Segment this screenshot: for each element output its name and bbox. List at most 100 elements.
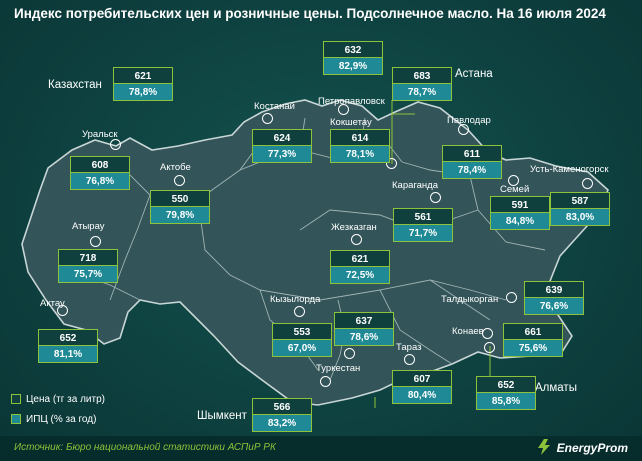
price-value: 587 — [550, 192, 610, 209]
cpi-value: 78,6% — [334, 329, 394, 346]
cpi-value: 82,9% — [323, 58, 383, 75]
pin-ust-kamenogorsk — [582, 178, 593, 189]
badge-karaganda: 561 71,7% — [393, 208, 453, 242]
price-value: 566 — [252, 398, 312, 415]
cpi-value: 76,8% — [70, 173, 130, 190]
cpi-value: 83,2% — [252, 415, 312, 432]
price-value: 632 — [323, 41, 383, 58]
city-name-karaganda: Караганда — [392, 180, 438, 191]
cpi-value: 84,8% — [490, 213, 550, 230]
pin-karaganda — [430, 192, 441, 203]
cpi-value: 77,3% — [252, 146, 312, 163]
price-value: 621 — [330, 250, 390, 267]
badge-kyzylorda: 553 67,0% — [272, 323, 332, 357]
badge-shymkent: 566 83,2% — [252, 398, 312, 432]
cpi-value: 83,0% — [550, 209, 610, 226]
pin-turkestan — [344, 348, 355, 359]
city-name-ust-kamenogorsk: Усть-Каменогорск — [530, 164, 609, 175]
legend-cpi: ИПЦ (% за год) — [11, 414, 96, 425]
city-name-almaty: Алматы — [535, 382, 577, 394]
price-value: 591 — [490, 196, 550, 213]
brand-name: EnergyProm — [556, 441, 628, 455]
price-value: 661 — [503, 323, 563, 340]
city-name-pavlodar: Павлодар — [447, 115, 491, 126]
city-name-shymkent: Шымкент — [197, 410, 247, 422]
city-name-kyzylorda: Кызылорда — [270, 294, 321, 305]
price-value: 614 — [330, 129, 390, 146]
pin-almaty — [484, 342, 495, 353]
badge-pavlodar: 611 78,4% — [442, 145, 502, 179]
city-name-taldykorgan: Талдыкорган — [441, 294, 499, 305]
city-name-aktobe: Актобе — [160, 162, 191, 173]
badge-konaev: 661 75,6% — [503, 323, 563, 357]
legend-price-label: Цена (тг за литр) — [26, 394, 105, 405]
pin-semey — [508, 175, 519, 186]
price-value: 652 — [38, 329, 98, 346]
pin-kyzylorda — [294, 306, 305, 317]
badge-atyrau: 718 75,7% — [58, 249, 118, 283]
price-value: 607 — [392, 370, 452, 387]
price-value: 553 — [272, 323, 332, 340]
cpi-value: 76,6% — [524, 298, 584, 315]
source-text: Источник: Бюро национальной статистики А… — [14, 442, 276, 453]
city-name-kostanay: Костанай — [254, 101, 295, 112]
price-value: 652 — [476, 376, 536, 393]
cpi-value: 81,1% — [38, 346, 98, 363]
lightning-icon — [537, 439, 550, 455]
price-value: 639 — [524, 281, 584, 298]
pin-shymkent — [320, 376, 331, 387]
badge-taldykorgan: 639 76,6% — [524, 281, 584, 315]
cpi-value: 79,8% — [150, 207, 210, 224]
price-value: 683 — [392, 67, 452, 84]
city-name-taraz: Тараз — [396, 342, 422, 353]
legend-price: Цена (тг за литр) — [11, 394, 105, 405]
badge-kazakhstan: 621 78,8% — [113, 67, 173, 101]
badge-taraz: 607 80,4% — [392, 370, 452, 404]
price-value: 637 — [334, 312, 394, 329]
pin-konaev — [482, 328, 493, 339]
cpi-value: 75,6% — [503, 340, 563, 357]
badge-kokshetau: 614 78,1% — [330, 129, 390, 163]
cpi-value: 72,5% — [330, 267, 390, 284]
badge-semey: 591 84,8% — [490, 196, 550, 230]
legend-cpi-swatch — [11, 414, 21, 424]
cpi-value: 78,1% — [330, 146, 390, 163]
city-name-turkestan: Туркестан — [316, 363, 361, 374]
legend-cpi-label: ИПЦ (% за год) — [26, 414, 97, 425]
pin-kostanay — [262, 113, 273, 124]
badge-uralsk: 608 76,8% — [70, 156, 130, 190]
cpi-value: 71,7% — [393, 225, 453, 242]
price-value: 611 — [442, 145, 502, 162]
pin-pavlodar — [458, 124, 469, 135]
pin-taldykorgan — [506, 292, 517, 303]
badge-petropavlovsk: 632 82,9% — [323, 41, 383, 75]
cpi-value: 78,4% — [442, 162, 502, 179]
city-name-kokshetau: Кокшетау — [330, 117, 372, 128]
city-name-kazakhstan: Казахстан — [48, 79, 102, 91]
city-name-petropavlovsk: Петропавловск — [318, 96, 385, 107]
cpi-value: 85,8% — [476, 393, 536, 410]
pin-atyrau — [90, 236, 101, 247]
pin-uralsk — [110, 139, 121, 150]
footer: Источник: Бюро национальной статистики А… — [0, 436, 642, 461]
pin-aktobe — [174, 175, 185, 186]
page-title: Индекс потребительских цен и розничные ц… — [14, 6, 606, 21]
price-value: 608 — [70, 156, 130, 173]
city-name-atyrau: Атырау — [72, 221, 105, 232]
pin-zhezkazgan — [351, 234, 362, 245]
badge-kostanay: 624 77,3% — [252, 129, 312, 163]
cpi-value: 78,7% — [392, 84, 452, 101]
city-name-aktau: Актау — [40, 298, 65, 309]
badge-ust-kamenogorsk: 587 83,0% — [550, 192, 610, 226]
badge-zhezkazgan: 621 72,5% — [330, 250, 390, 284]
legend-price-swatch — [11, 394, 21, 404]
badge-almaty: 652 85,8% — [476, 376, 536, 410]
badge-turkestan: 637 78,6% — [334, 312, 394, 346]
city-name-uralsk: Уральск — [82, 129, 118, 140]
price-value: 624 — [252, 129, 312, 146]
badge-aktobe: 550 79,8% — [150, 190, 210, 224]
badge-aktau: 652 81,1% — [38, 329, 98, 363]
price-value: 621 — [113, 67, 173, 84]
brand-logo: EnergyProm — [536, 439, 628, 455]
